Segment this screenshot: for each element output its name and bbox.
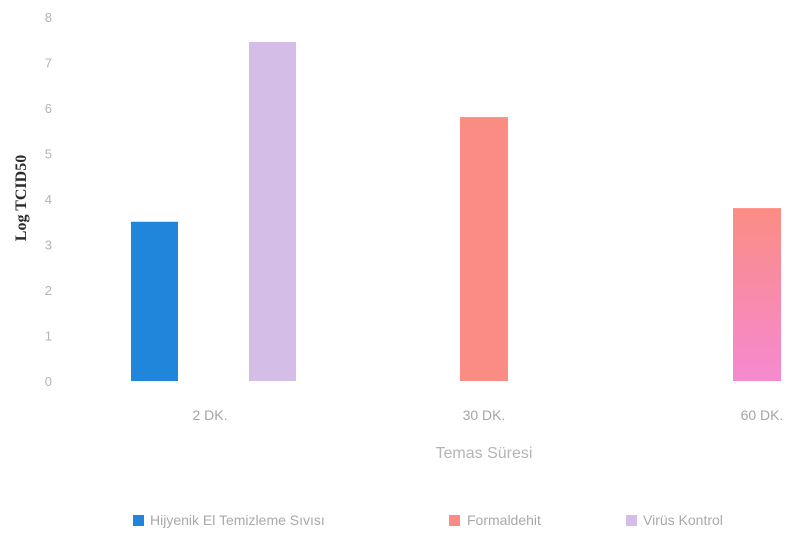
category-label-60dk: 60 DK.: [741, 407, 784, 423]
y-axis-ticks: 0 1 2 3 4 5 6 7 8: [45, 10, 52, 389]
bar-formaldehit-30dk: [460, 117, 508, 381]
y-tick-label: 5: [45, 147, 52, 162]
y-tick-label: 4: [45, 192, 52, 207]
legend: Hijyenik El Temizleme Sıvısı Formaldehit…: [133, 512, 723, 528]
bar-virus-kontrol-2dk: [249, 42, 296, 382]
legend-swatch-formaldehit: [449, 515, 460, 526]
y-axis-title: Log TCID50: [13, 155, 30, 241]
legend-label-formaldehit: Formaldehit: [467, 512, 541, 528]
x-axis-title: Temas Süresi: [436, 445, 533, 462]
category-label-30dk: 30 DK.: [463, 407, 506, 423]
legend-label-virus-kontrol: Virüs Kontrol: [643, 512, 723, 528]
legend-label-hijyenik: Hijyenik El Temizleme Sıvısı: [150, 512, 325, 528]
y-tick-label: 2: [45, 283, 52, 298]
category-label-2dk: 2 DK.: [192, 407, 227, 423]
bars-group: [131, 42, 781, 382]
y-tick-label: 7: [45, 56, 52, 71]
y-tick-label: 1: [45, 329, 52, 344]
y-tick-label: 8: [45, 10, 52, 25]
y-tick-label: 3: [45, 238, 52, 253]
bar-hijyenik-2dk: [131, 221, 178, 381]
x-axis-category-labels: 2 DK. 30 DK. 60 DK.: [192, 407, 783, 423]
bar-formaldehit-60dk: [733, 208, 781, 381]
legend-swatch-virus-kontrol: [626, 515, 637, 526]
y-tick-label: 6: [45, 101, 52, 116]
y-tick-label: 0: [45, 374, 52, 389]
legend-swatch-hijyenik: [133, 515, 144, 526]
